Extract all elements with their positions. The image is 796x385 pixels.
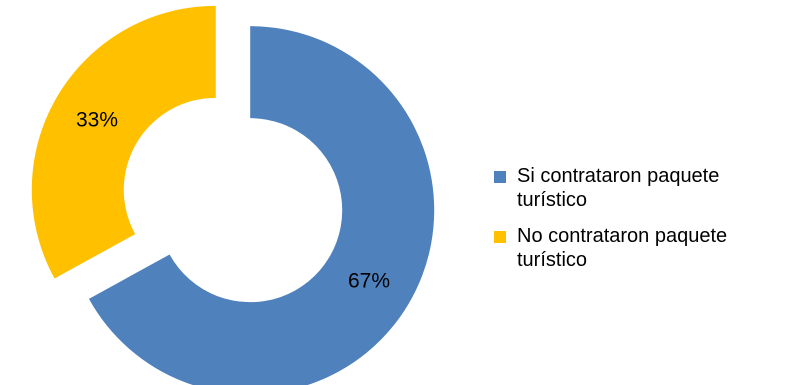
data-label-no: 33% <box>76 109 118 132</box>
legend-label-si: Si contrataron paquete turístico <box>517 165 720 211</box>
chart-legend: Si contrataron paquete turístico No cont… <box>494 164 794 284</box>
legend-swatch-no <box>494 231 506 243</box>
legend-swatch-si <box>494 171 506 183</box>
slice-no <box>31 5 216 279</box>
data-label-si: 67% <box>348 269 390 292</box>
slice-si <box>88 26 435 385</box>
chart-slices <box>31 5 435 385</box>
legend-item-si: Si contrataron paquete turístico <box>494 164 794 212</box>
legend-label-no: No contrataron paquete turístico <box>517 225 728 271</box>
legend-item-no: No contrataron paquete turístico <box>494 224 794 272</box>
chart-data-labels: 67% 33% <box>76 109 390 293</box>
